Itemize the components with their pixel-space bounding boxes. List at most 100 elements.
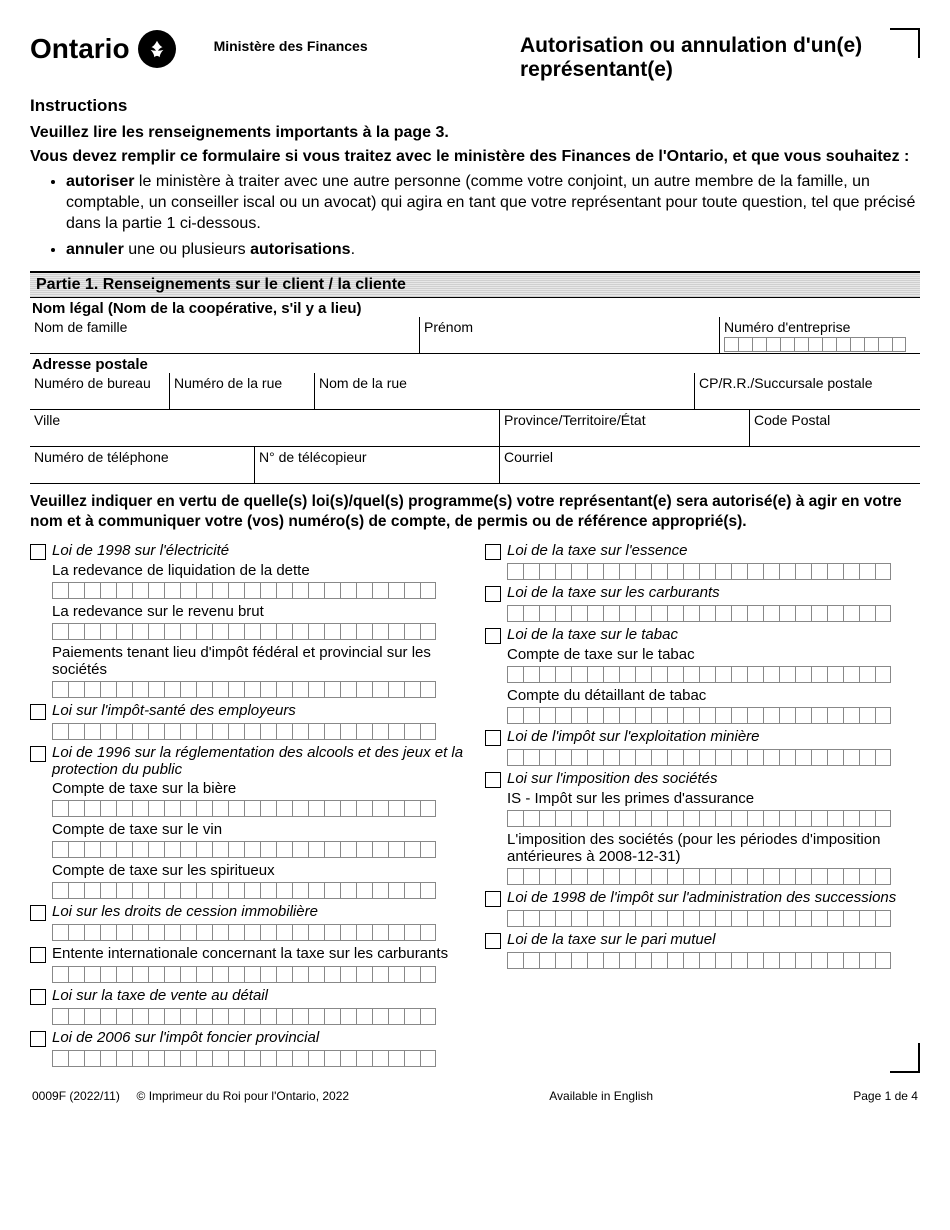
law-subtext: IS - Impôt sur les primes d'assurance: [507, 790, 920, 807]
legal-name-label: Nom légal (Nom de la coopérative, s'il y…: [30, 298, 920, 317]
bn-input[interactable]: [724, 337, 916, 352]
law-item: Loi de 1996 sur la réglementation des al…: [30, 744, 465, 778]
law-title: Loi de 1996 sur la réglementation des al…: [52, 744, 465, 778]
reference-number-input[interactable]: [507, 810, 920, 827]
footer: 0009F (2022/11) © Imprimeur du Roi pour …: [30, 1089, 920, 1103]
province-label: Province/Territoire/État: [504, 412, 745, 428]
form-page: Ontario Ministère des Finances Autorisat…: [0, 0, 950, 1113]
law-subtext: Compte de taxe sur la bière: [52, 780, 465, 797]
law-checkbox[interactable]: [485, 544, 501, 560]
law-item: Loi sur l'impôt-santé des employeurs: [30, 702, 465, 720]
reference-number-input[interactable]: [52, 623, 465, 640]
law-title: Loi de la taxe sur l'essence: [507, 542, 687, 559]
reference-number-input[interactable]: [52, 1008, 465, 1025]
last-name-label: Nom de famille: [34, 319, 415, 335]
law-title: Loi de la taxe sur le tabac: [507, 626, 678, 643]
law-checkbox[interactable]: [485, 891, 501, 907]
trillium-icon: [138, 30, 176, 68]
reference-number-input[interactable]: [52, 1050, 465, 1067]
law-checkbox[interactable]: [485, 586, 501, 602]
law-item: Loi de la taxe sur le pari mutuel: [485, 931, 920, 949]
email-label: Courriel: [504, 449, 916, 465]
law-subtext: La redevance de liquidation de la dette: [52, 562, 465, 579]
reference-number-input[interactable]: [52, 882, 465, 899]
logo-text: Ontario: [30, 33, 130, 65]
city-input[interactable]: [34, 428, 495, 446]
law-title: Loi de 1998 de l'impôt sur l'administrat…: [507, 889, 896, 906]
laws-right-column: Loi de la taxe sur l'essence Loi de la ta…: [485, 538, 920, 1071]
law-item: Entente internationale concernant la tax…: [30, 945, 465, 963]
law-checkbox[interactable]: [485, 730, 501, 746]
law-checkbox[interactable]: [485, 772, 501, 788]
instructions-heading: Instructions: [30, 96, 920, 116]
law-item: Loi sur les droits de cession immobilièr…: [30, 903, 465, 921]
law-title: Loi de la taxe sur les carburants: [507, 584, 720, 601]
reference-number-input[interactable]: [507, 563, 920, 580]
reference-number-input[interactable]: [52, 681, 465, 698]
available-english: Available in English: [549, 1089, 653, 1103]
law-title: Loi de l'impôt sur l'exploitation minièr…: [507, 728, 760, 745]
reference-number-input[interactable]: [507, 868, 920, 885]
po-input[interactable]: [699, 391, 916, 409]
header: Ontario Ministère des Finances Autorisat…: [30, 30, 920, 82]
law-checkbox[interactable]: [485, 628, 501, 644]
instructions-line2: Vous devez remplir ce formulaire si vous…: [30, 148, 920, 166]
reference-number-input[interactable]: [52, 966, 465, 983]
streetname-input[interactable]: [319, 391, 690, 409]
phone-input[interactable]: [34, 465, 250, 483]
streetno-input[interactable]: [174, 391, 310, 409]
reference-number-input[interactable]: [52, 841, 465, 858]
unit-input[interactable]: [34, 391, 165, 409]
reference-number-input[interactable]: [52, 723, 465, 740]
phone-label: Numéro de téléphone: [34, 449, 250, 465]
law-title: Loi de 2006 sur l'impôt foncier provinci…: [52, 1029, 319, 1046]
reference-number-input[interactable]: [507, 707, 920, 724]
law-subtext: Paiements tenant lieu d'impôt fédéral et…: [52, 644, 465, 678]
reference-number-input[interactable]: [52, 582, 465, 599]
law-title: Loi sur la taxe de vente au détail: [52, 987, 268, 1004]
bn-label: Numéro d'entreprise: [724, 319, 916, 335]
first-name-input[interactable]: [424, 335, 715, 353]
law-checkbox[interactable]: [30, 704, 46, 720]
law-checkbox[interactable]: [30, 905, 46, 921]
law-subtext: Compte de taxe sur le tabac: [507, 646, 920, 663]
law-item: Loi de la taxe sur l'essence: [485, 542, 920, 560]
law-subtext: Compte de taxe sur les spiritueux: [52, 862, 465, 879]
reference-number-input[interactable]: [507, 952, 920, 969]
last-name-input[interactable]: [34, 335, 415, 353]
reference-number-input[interactable]: [507, 749, 920, 766]
law-item: Loi de la taxe sur le tabac: [485, 626, 920, 644]
postal-input[interactable]: [754, 428, 916, 446]
law-checkbox[interactable]: [30, 544, 46, 560]
ontario-logo: Ontario: [30, 30, 176, 68]
email-input[interactable]: [504, 465, 916, 483]
ministry-label: Ministère des Finances: [214, 30, 368, 54]
reference-number-input[interactable]: [52, 800, 465, 817]
reference-number-input[interactable]: [507, 910, 920, 927]
reference-number-input[interactable]: [507, 605, 920, 622]
city-label: Ville: [34, 412, 495, 428]
client-info-block: Nom légal (Nom de la coopérative, s'il y…: [30, 298, 920, 484]
law-item: Loi sur l'imposition des sociétés: [485, 770, 920, 788]
crop-mark-bottom: [890, 1043, 920, 1073]
law-title: Entente internationale concernant la tax…: [52, 945, 448, 962]
reference-number-input[interactable]: [52, 924, 465, 941]
po-label: CP/R.R./Succursale postale: [699, 375, 916, 391]
province-input[interactable]: [504, 428, 745, 446]
law-checkbox[interactable]: [30, 947, 46, 963]
fax-label: N° de télécopieur: [259, 449, 495, 465]
law-item: Loi de 2006 sur l'impôt foncier provinci…: [30, 1029, 465, 1047]
fax-input[interactable]: [259, 465, 495, 483]
form-number: 0009F (2022/11) © Imprimeur du Roi pour …: [32, 1089, 349, 1103]
law-checkbox[interactable]: [30, 989, 46, 1005]
reference-number-input[interactable]: [507, 666, 920, 683]
law-checkbox[interactable]: [485, 933, 501, 949]
law-subtext: Compte du détaillant de tabac: [507, 687, 920, 704]
law-checkbox[interactable]: [30, 1031, 46, 1047]
first-name-label: Prénom: [424, 319, 715, 335]
law-checkbox[interactable]: [30, 746, 46, 762]
law-item: Loi de l'impôt sur l'exploitation minièr…: [485, 728, 920, 746]
law-item: Loi sur la taxe de vente au détail: [30, 987, 465, 1005]
bullet-cancel: annuler une ou plusieurs autorisations.: [66, 240, 920, 261]
unit-label: Numéro de bureau: [34, 375, 165, 391]
